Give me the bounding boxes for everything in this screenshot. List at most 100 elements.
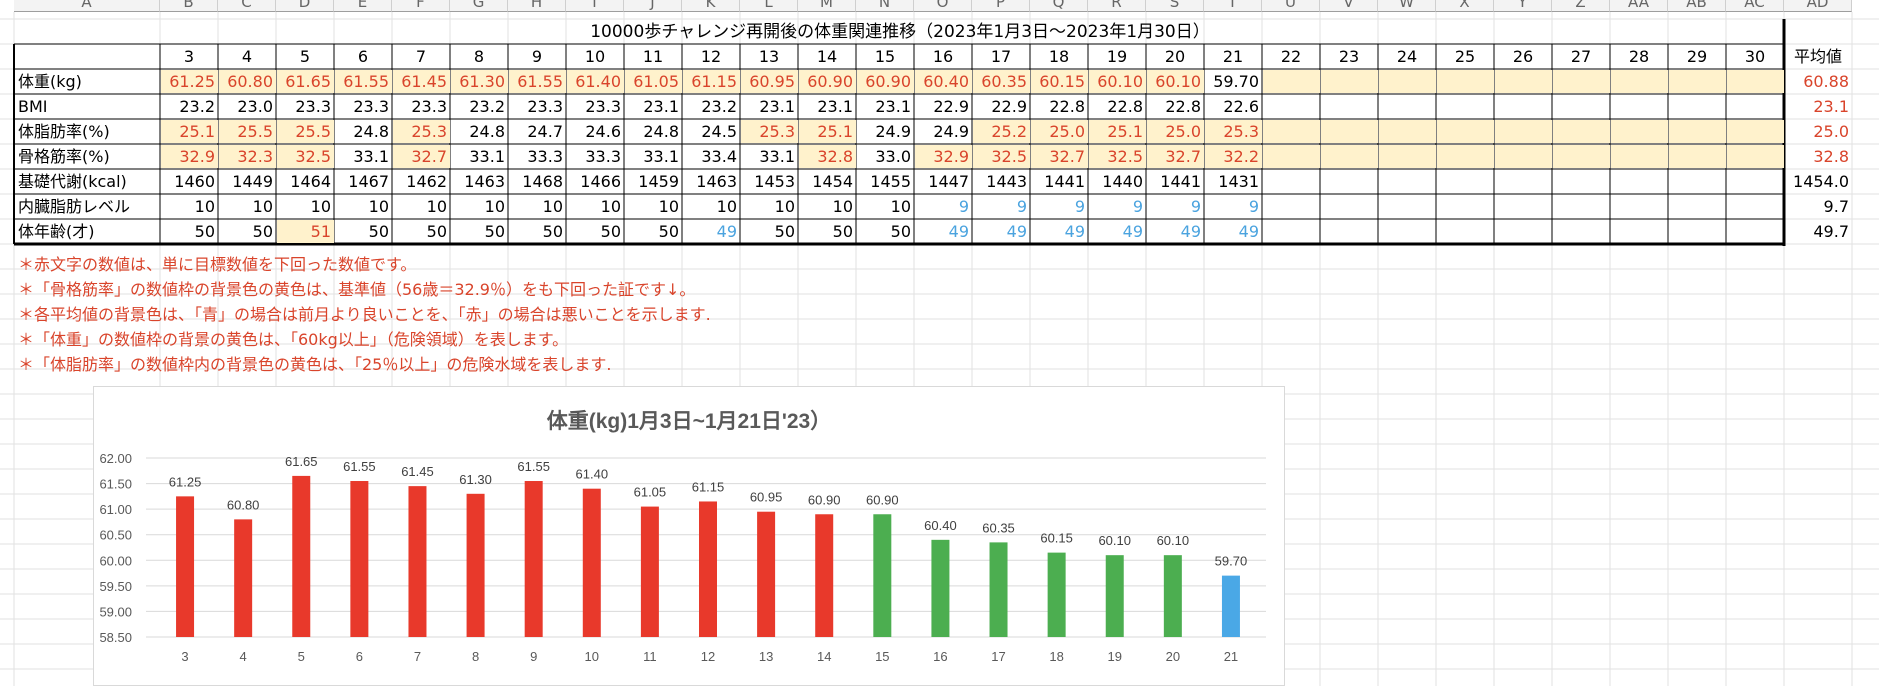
table-cell[interactable]: 32.3 bbox=[219, 145, 276, 168]
table-cell[interactable] bbox=[1378, 194, 1436, 219]
table-cell[interactable] bbox=[1494, 94, 1552, 119]
table-cell[interactable]: 32.7 bbox=[393, 145, 450, 168]
table-cell[interactable]: 51 bbox=[277, 220, 334, 243]
table-cell[interactable]: 22.8 bbox=[1049, 97, 1085, 116]
column-header[interactable]: R bbox=[1088, 0, 1146, 12]
column-header[interactable]: A bbox=[14, 0, 160, 12]
table-cell[interactable] bbox=[1263, 145, 1320, 168]
table-cell[interactable]: 9 bbox=[1248, 197, 1259, 216]
table-cell[interactable] bbox=[1436, 169, 1494, 194]
table-cell[interactable]: 60.80 bbox=[219, 70, 276, 93]
table-cell[interactable]: 23.2 bbox=[179, 97, 215, 116]
table-cell[interactable]: 60.10 bbox=[1147, 70, 1204, 93]
table-cell[interactable]: 1454 bbox=[812, 172, 853, 191]
table-cell[interactable]: 23.2 bbox=[701, 97, 737, 116]
table-cell[interactable]: 25.0 bbox=[1031, 120, 1088, 143]
day-header[interactable]: 14 bbox=[816, 47, 838, 66]
table-cell[interactable]: 22.9 bbox=[933, 97, 969, 116]
table-cell[interactable]: 24.8 bbox=[353, 122, 389, 141]
day-header[interactable]: 4 bbox=[241, 47, 253, 66]
table-cell[interactable]: 60.35 bbox=[973, 70, 1030, 93]
table-cell[interactable] bbox=[1378, 219, 1436, 244]
table-cell[interactable]: 50 bbox=[890, 222, 911, 241]
table-cell[interactable] bbox=[1321, 120, 1378, 143]
column-header[interactable]: F bbox=[392, 0, 450, 12]
column-header[interactable]: Z bbox=[1552, 0, 1610, 12]
column-header[interactable]: O bbox=[914, 0, 972, 12]
row-label[interactable]: 体年齢(才) bbox=[18, 222, 95, 241]
table-cell[interactable]: 1453 bbox=[754, 172, 795, 191]
column-header[interactable]: H bbox=[508, 0, 566, 12]
table-cell[interactable]: 49 bbox=[1006, 222, 1027, 241]
table-cell[interactable]: 10 bbox=[426, 197, 447, 216]
column-header[interactable]: Y bbox=[1494, 0, 1552, 12]
table-cell[interactable]: 25.1 bbox=[799, 120, 856, 143]
day-header[interactable]: 8 bbox=[473, 47, 485, 66]
table-cell[interactable]: 1464 bbox=[290, 172, 331, 191]
table-cell[interactable]: 50 bbox=[658, 222, 679, 241]
column-header[interactable]: P bbox=[972, 0, 1030, 12]
table-cell[interactable] bbox=[1320, 94, 1378, 119]
table-cell[interactable] bbox=[1668, 194, 1726, 219]
table-cell[interactable]: 49 bbox=[1122, 222, 1143, 241]
table-cell[interactable] bbox=[1726, 194, 1784, 219]
table-cell[interactable]: 61.15 bbox=[683, 70, 740, 93]
table-cell[interactable]: 32.7 bbox=[1031, 145, 1088, 168]
table-cell[interactable]: 10 bbox=[890, 197, 911, 216]
table-cell[interactable] bbox=[1668, 94, 1726, 119]
table-cell[interactable]: 1466 bbox=[580, 172, 621, 191]
table-cell[interactable]: 60.95 bbox=[741, 70, 798, 93]
table-cell[interactable]: 49 bbox=[1064, 222, 1085, 241]
table-cell[interactable] bbox=[1669, 120, 1726, 143]
table-cell[interactable]: 23.1 bbox=[875, 97, 911, 116]
table-cell[interactable]: 1441 bbox=[1044, 172, 1085, 191]
table-cell[interactable]: 25.3 bbox=[741, 120, 798, 143]
table-cell[interactable] bbox=[1320, 194, 1378, 219]
table-cell[interactable] bbox=[1553, 145, 1610, 168]
table-cell[interactable]: 1468 bbox=[522, 172, 563, 191]
table-cell[interactable]: 33.4 bbox=[701, 147, 737, 166]
day-header[interactable]: 25 bbox=[1454, 47, 1476, 66]
row-label[interactable]: 内臓脂肪レベル bbox=[18, 197, 131, 216]
table-cell[interactable]: 25.5 bbox=[277, 120, 334, 143]
table-cell[interactable]: 50 bbox=[774, 222, 795, 241]
table-cell[interactable]: 10 bbox=[832, 197, 853, 216]
table-cell[interactable] bbox=[1553, 70, 1610, 93]
table-cell[interactable]: 50 bbox=[426, 222, 447, 241]
day-header[interactable]: 24 bbox=[1396, 47, 1418, 66]
table-cell[interactable]: 23.3 bbox=[585, 97, 621, 116]
table-cell[interactable] bbox=[1494, 219, 1552, 244]
table-cell[interactable]: 22.8 bbox=[1107, 97, 1143, 116]
table-cell[interactable]: 61.40 bbox=[567, 70, 624, 93]
day-header[interactable]: 7 bbox=[415, 47, 427, 66]
average-cell[interactable]: 1454.0 bbox=[1793, 172, 1849, 191]
table-cell[interactable]: 25.0 bbox=[1147, 120, 1204, 143]
day-header[interactable]: 18 bbox=[1048, 47, 1070, 66]
table-cell[interactable]: 61.55 bbox=[335, 70, 392, 93]
table-cell[interactable] bbox=[1263, 120, 1320, 143]
table-cell[interactable] bbox=[1262, 169, 1320, 194]
column-header[interactable]: L bbox=[740, 0, 798, 12]
day-header[interactable]: 3 bbox=[183, 47, 195, 66]
day-header[interactable]: 5 bbox=[299, 47, 311, 66]
column-header[interactable]: AD bbox=[1784, 0, 1852, 12]
column-header[interactable]: V bbox=[1320, 0, 1378, 12]
column-header[interactable]: W bbox=[1378, 0, 1436, 12]
table-cell[interactable]: 22.8 bbox=[1165, 97, 1201, 116]
table-cell[interactable] bbox=[1726, 219, 1784, 244]
table-cell[interactable] bbox=[1727, 70, 1784, 93]
table-cell[interactable] bbox=[1726, 169, 1784, 194]
average-header[interactable]: 平均値 bbox=[1793, 47, 1842, 66]
table-cell[interactable]: 23.2 bbox=[469, 97, 505, 116]
table-cell[interactable] bbox=[1552, 194, 1610, 219]
table-cell[interactable]: 25.2 bbox=[973, 120, 1030, 143]
row-label[interactable]: 骨格筋率(%) bbox=[18, 147, 110, 166]
average-cell[interactable]: 32.8 bbox=[1813, 147, 1849, 166]
table-cell[interactable]: 25.1 bbox=[161, 120, 218, 143]
day-header[interactable]: 28 bbox=[1628, 47, 1650, 66]
table-cell[interactable]: 32.7 bbox=[1147, 145, 1204, 168]
day-header[interactable]: 27 bbox=[1570, 47, 1592, 66]
table-cell[interactable] bbox=[1668, 219, 1726, 244]
table-cell[interactable] bbox=[1553, 120, 1610, 143]
table-cell[interactable] bbox=[1320, 219, 1378, 244]
